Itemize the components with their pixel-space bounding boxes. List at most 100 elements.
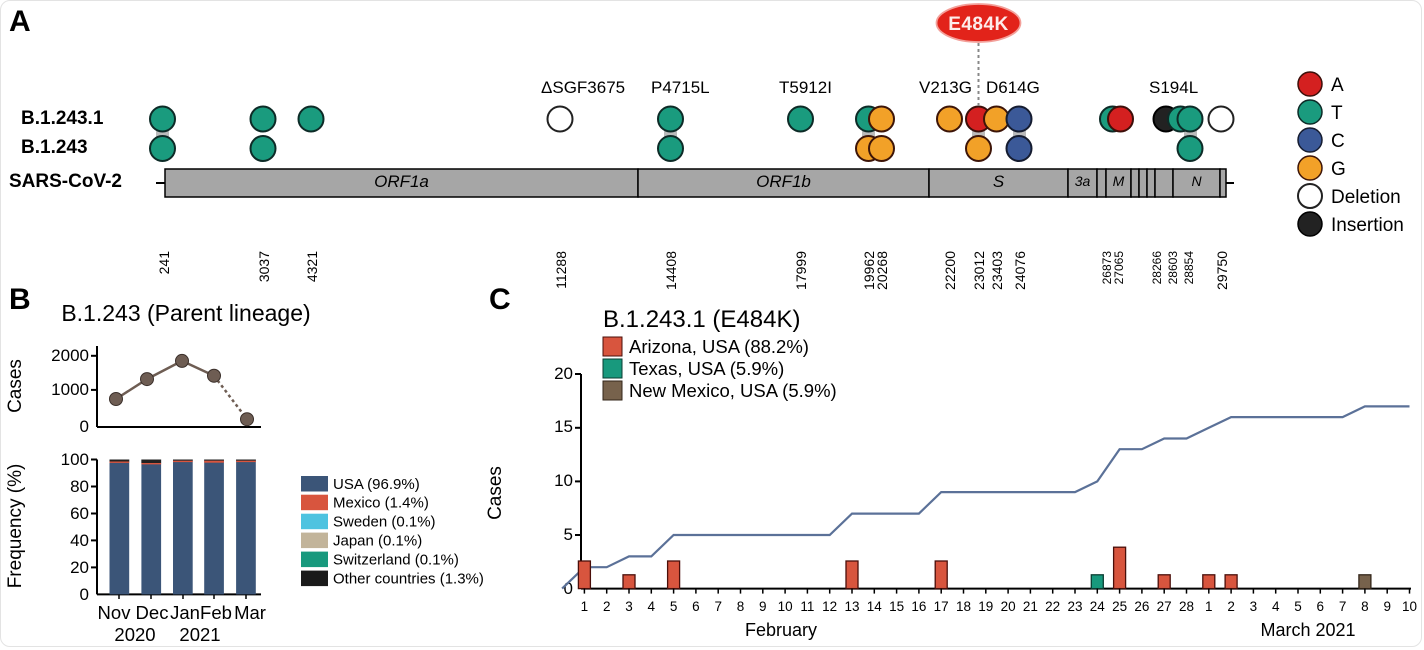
svg-text:B.1.243.1 (E484K): B.1.243.1 (E484K) — [603, 306, 800, 333]
svg-text:3: 3 — [625, 599, 633, 614]
svg-text:Cases: Cases — [485, 466, 506, 520]
svg-text:SARS-CoV-2: SARS-CoV-2 — [9, 171, 122, 192]
svg-text:8: 8 — [1361, 599, 1369, 614]
svg-text:241: 241 — [156, 251, 172, 275]
svg-text:6: 6 — [1317, 599, 1325, 614]
svg-text:8: 8 — [737, 599, 745, 614]
svg-text:24: 24 — [1090, 599, 1106, 614]
svg-text:0: 0 — [80, 417, 89, 436]
svg-text:9: 9 — [759, 599, 767, 614]
svg-text:1000: 1000 — [51, 380, 89, 399]
svg-text:B.1.243 (Parent lineage): B.1.243 (Parent lineage) — [61, 300, 310, 326]
svg-text:2021: 2021 — [179, 624, 220, 645]
svg-text:2000: 2000 — [51, 346, 89, 365]
svg-text:17: 17 — [934, 599, 949, 614]
svg-text:28603: 28603 — [1166, 251, 1180, 285]
svg-text:6: 6 — [692, 599, 700, 614]
svg-text:2: 2 — [603, 599, 611, 614]
svg-text:27065: 27065 — [1112, 251, 1126, 285]
svg-text:A: A — [1331, 75, 1344, 96]
svg-text:V213G: V213G — [919, 78, 972, 97]
svg-text:Japan (0.1%): Japan (0.1%) — [333, 533, 422, 550]
svg-text:Deletion: Deletion — [1331, 187, 1401, 208]
svg-text:ΔSGF3675: ΔSGF3675 — [541, 78, 625, 97]
svg-text:19: 19 — [978, 599, 993, 614]
svg-text:28854: 28854 — [1182, 251, 1196, 285]
svg-text:14: 14 — [867, 599, 883, 614]
svg-text:Cases: Cases — [5, 359, 26, 413]
svg-text:60: 60 — [70, 504, 89, 523]
svg-text:13: 13 — [844, 599, 859, 614]
svg-text:S: S — [993, 172, 1005, 191]
svg-text:20: 20 — [554, 364, 573, 383]
svg-text:Jan: Jan — [170, 602, 200, 623]
svg-text:21: 21 — [1023, 599, 1038, 614]
svg-text:Sweden (0.1%): Sweden (0.1%) — [333, 514, 436, 531]
svg-text:22: 22 — [1045, 599, 1060, 614]
svg-text:26: 26 — [1134, 599, 1149, 614]
svg-text:M: M — [1113, 173, 1125, 189]
svg-text:Mar: Mar — [234, 602, 266, 623]
svg-text:February: February — [745, 620, 817, 640]
svg-text:T: T — [1331, 103, 1343, 124]
svg-text:5: 5 — [564, 525, 573, 544]
svg-text:80: 80 — [70, 477, 89, 496]
svg-text:11: 11 — [800, 599, 814, 614]
svg-text:G: G — [1331, 159, 1346, 180]
svg-text:5: 5 — [670, 599, 678, 614]
svg-text:D614G: D614G — [986, 78, 1040, 97]
svg-text:4: 4 — [648, 599, 656, 614]
svg-text:1: 1 — [581, 599, 589, 614]
svg-text:10: 10 — [778, 599, 793, 614]
svg-text:18: 18 — [956, 599, 971, 614]
svg-text:7: 7 — [1339, 599, 1347, 614]
svg-text:20: 20 — [70, 558, 89, 577]
svg-text:100: 100 — [61, 450, 89, 469]
svg-text:Switzerland (0.1%): Switzerland (0.1%) — [333, 552, 459, 569]
svg-text:3: 3 — [1250, 599, 1258, 614]
svg-text:28: 28 — [1179, 599, 1194, 614]
svg-text:10: 10 — [1402, 599, 1417, 614]
svg-text:9: 9 — [1383, 599, 1391, 614]
svg-text:B.1.243: B.1.243 — [21, 137, 88, 158]
svg-text:C: C — [1331, 131, 1345, 152]
svg-text:Feb: Feb — [200, 602, 232, 623]
svg-text:B.1.243.1: B.1.243.1 — [21, 108, 104, 129]
svg-text:2: 2 — [1227, 599, 1235, 614]
svg-text:Other countries (1.3%): Other countries (1.3%) — [333, 571, 484, 588]
svg-text:2020: 2020 — [114, 624, 155, 645]
svg-text:20: 20 — [1001, 599, 1016, 614]
svg-text:T5912I: T5912I — [779, 78, 832, 97]
svg-text:25: 25 — [1112, 599, 1127, 614]
svg-text:15: 15 — [889, 599, 904, 614]
svg-text:New Mexico, USA (5.9%): New Mexico, USA (5.9%) — [629, 380, 837, 401]
svg-text:4321: 4321 — [304, 251, 320, 282]
svg-text:March 2021: March 2021 — [1260, 620, 1355, 640]
svg-text:10: 10 — [554, 471, 573, 490]
svg-text:23: 23 — [1067, 599, 1082, 614]
svg-text:USA (96.9%): USA (96.9%) — [333, 476, 420, 493]
svg-text:3037: 3037 — [256, 251, 272, 282]
svg-text:ORF1a: ORF1a — [374, 172, 429, 191]
svg-text:Mexico (1.4%): Mexico (1.4%) — [333, 495, 429, 512]
svg-text:Arizona, USA (88.2%): Arizona, USA (88.2%) — [629, 336, 809, 357]
svg-text:12: 12 — [822, 599, 837, 614]
svg-text:E484K: E484K — [948, 14, 1009, 35]
svg-text:N: N — [1191, 173, 1202, 189]
svg-text:16: 16 — [911, 599, 926, 614]
svg-text:4: 4 — [1272, 599, 1280, 614]
svg-text:Nov: Nov — [98, 602, 132, 623]
svg-text:Texas, USA (5.9%): Texas, USA (5.9%) — [629, 358, 784, 379]
svg-text:28266: 28266 — [1150, 251, 1164, 285]
svg-text:0: 0 — [80, 585, 89, 604]
svg-text:3a: 3a — [1075, 173, 1091, 189]
svg-text:P4715L: P4715L — [651, 78, 710, 97]
svg-text:5: 5 — [1294, 599, 1302, 614]
svg-text:1: 1 — [1205, 599, 1213, 614]
svg-text:S194L: S194L — [1149, 78, 1198, 97]
svg-text:Insertion: Insertion — [1331, 215, 1404, 236]
svg-text:Dec: Dec — [136, 602, 169, 623]
svg-text:7: 7 — [714, 599, 722, 614]
svg-text:27: 27 — [1157, 599, 1172, 614]
svg-text:Frequency (%): Frequency (%) — [5, 464, 26, 589]
